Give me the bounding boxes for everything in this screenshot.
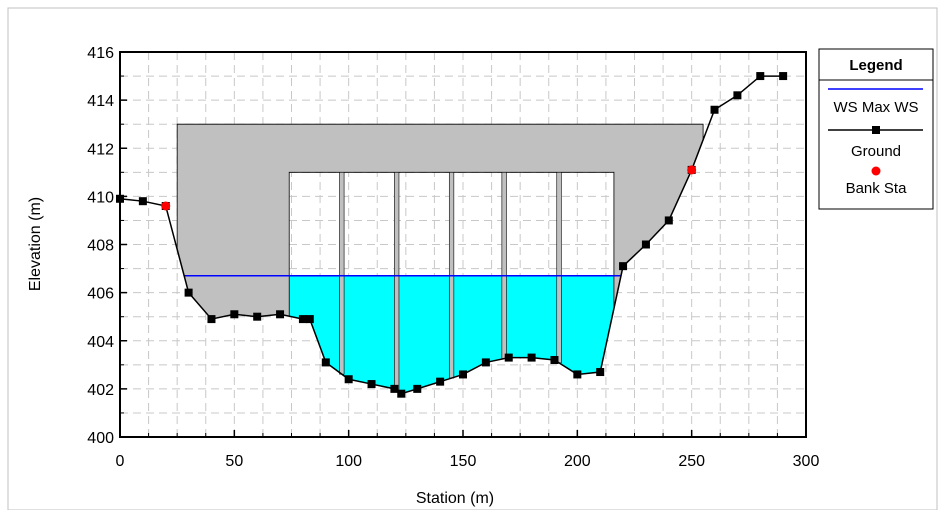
y-tick-label: 414 [87, 93, 114, 110]
ground-point [733, 91, 742, 100]
y-tick-label: 402 [87, 382, 114, 399]
legend-entry-ground: Ground [851, 143, 901, 160]
ground-point [664, 216, 673, 225]
x-tick-label: 300 [793, 453, 820, 470]
legend: Legend WS Max WS Ground Bank Sta [818, 48, 934, 210]
x-tick-label: 200 [564, 453, 591, 470]
bridge-pier [339, 172, 345, 375]
y-tick-label: 410 [87, 189, 114, 206]
y-tick-label: 412 [87, 141, 114, 158]
bridge-pier [501, 172, 507, 359]
x-tick-label: 250 [678, 453, 705, 470]
ground-point [756, 72, 765, 81]
x-tick-label: 100 [335, 453, 362, 470]
ground-point [436, 377, 445, 386]
legend-entry-bank: Bank Sta [846, 180, 908, 197]
y-tick-label: 404 [87, 334, 114, 351]
x-tick-label: 150 [450, 453, 477, 470]
ground-point [573, 370, 582, 379]
legend-ground-marker [872, 126, 880, 134]
ground-point [527, 353, 536, 362]
bridge-pier [556, 172, 562, 364]
legend-title: Legend [849, 57, 902, 74]
ground-point [596, 368, 605, 377]
ground-point [207, 315, 216, 324]
plot-area: 0 50 100 150 200 250 300 400 402 404 406 408 410 412 4… [87, 45, 819, 470]
y-tick-label: 416 [87, 45, 114, 62]
ground-point [710, 105, 719, 114]
ground-point [298, 315, 307, 324]
ground-point [344, 375, 353, 384]
ground-point [305, 315, 314, 324]
ground-point [550, 356, 559, 364]
ground-point [276, 310, 285, 319]
ground-point [367, 380, 376, 389]
ground-point [321, 358, 330, 367]
x-axis-label: Station (m) [416, 490, 494, 507]
bank-station-point [161, 201, 171, 211]
water-area [184, 275, 621, 394]
y-axis-label: Elevation (m) [27, 197, 44, 291]
x-tick-label: 0 [116, 453, 125, 470]
x-tick-label: 50 [225, 453, 243, 470]
ground-point [481, 358, 490, 367]
y-tick-label: 406 [87, 286, 114, 303]
ground-point [184, 288, 193, 297]
ground-point [397, 389, 406, 398]
bridge-pier [394, 172, 400, 391]
ground-point [230, 310, 239, 319]
legend-entry-ws: WS Max WS [834, 99, 919, 116]
ground-point [459, 370, 467, 379]
ground-point [413, 384, 422, 393]
outer-frame [7, 7, 938, 511]
ground-point [641, 240, 650, 249]
bank-station-point [687, 165, 697, 175]
ground-point [779, 72, 788, 81]
legend-bank-marker [871, 166, 881, 176]
ground-point [390, 384, 399, 393]
ground-point [253, 312, 262, 321]
ground-point [504, 353, 513, 362]
y-tick-label: 400 [87, 430, 114, 447]
ground-point [619, 262, 628, 271]
ground-point [138, 197, 147, 206]
y-tick-label: 408 [87, 238, 114, 255]
